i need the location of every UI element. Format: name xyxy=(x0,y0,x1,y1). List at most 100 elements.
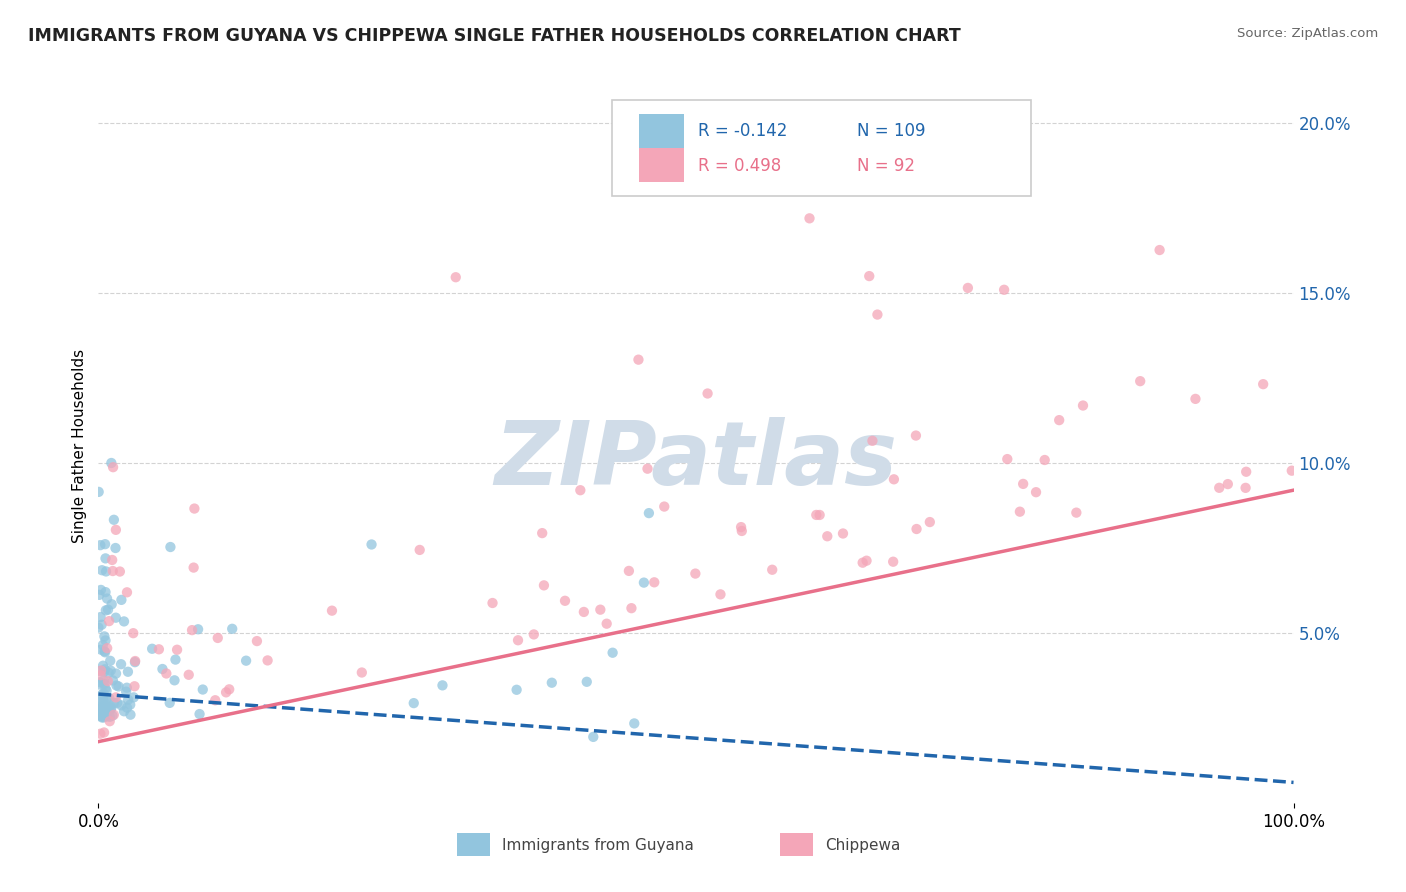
Point xyxy=(91,690,114,705)
Point xyxy=(204,693,226,707)
Point xyxy=(181,623,204,637)
Point xyxy=(617,564,640,578)
Point xyxy=(1008,505,1031,519)
Point xyxy=(866,308,889,322)
Point xyxy=(350,665,373,680)
Point xyxy=(93,644,115,658)
Point xyxy=(89,538,111,552)
Point xyxy=(100,700,122,714)
Point xyxy=(852,556,875,570)
Point xyxy=(100,702,122,716)
Point xyxy=(120,698,142,712)
Point xyxy=(183,501,205,516)
Point xyxy=(96,641,118,656)
Point xyxy=(105,666,128,681)
Point xyxy=(159,540,181,554)
Point xyxy=(1216,477,1239,491)
Point xyxy=(1012,476,1035,491)
Point xyxy=(638,506,661,520)
Point xyxy=(531,526,554,541)
Point xyxy=(505,682,527,697)
Point xyxy=(696,386,718,401)
Point xyxy=(90,617,112,632)
Point xyxy=(117,692,139,706)
Point xyxy=(115,681,138,695)
Point xyxy=(93,686,115,700)
Point xyxy=(90,706,112,721)
Point xyxy=(104,610,127,624)
Point xyxy=(98,703,121,717)
Point xyxy=(94,551,117,566)
Point xyxy=(89,727,111,741)
Point xyxy=(98,710,121,724)
Point xyxy=(93,665,115,679)
Point xyxy=(94,603,117,617)
Point xyxy=(152,662,174,676)
Point xyxy=(730,520,752,534)
Text: Source: ZipAtlas.com: Source: ZipAtlas.com xyxy=(1237,27,1378,40)
Point xyxy=(91,700,114,714)
Point xyxy=(582,730,605,744)
Point xyxy=(94,537,117,551)
Point xyxy=(87,699,110,714)
Point xyxy=(191,682,214,697)
Text: N = 109: N = 109 xyxy=(858,122,925,140)
Point xyxy=(1184,392,1206,406)
Point xyxy=(620,601,643,615)
Point xyxy=(858,269,880,284)
Point xyxy=(905,522,928,536)
Point xyxy=(165,652,187,666)
Point xyxy=(89,588,111,602)
Point xyxy=(94,565,117,579)
Point xyxy=(96,683,118,698)
Point xyxy=(90,610,112,624)
Text: IMMIGRANTS FROM GUYANA VS CHIPPEWA SINGLE FATHER HOUSEHOLDS CORRELATION CHART: IMMIGRANTS FROM GUYANA VS CHIPPEWA SINGL… xyxy=(28,27,960,45)
Point xyxy=(862,434,884,448)
Point xyxy=(91,563,114,577)
Point xyxy=(540,675,562,690)
Point xyxy=(98,691,121,706)
Point xyxy=(918,515,941,529)
Point xyxy=(1047,413,1070,427)
Point xyxy=(115,700,138,714)
Point xyxy=(101,564,124,578)
Point xyxy=(124,654,146,668)
Point xyxy=(177,667,200,681)
Point xyxy=(120,707,142,722)
Point xyxy=(533,578,555,592)
Point xyxy=(100,664,122,678)
Point xyxy=(155,666,177,681)
Point xyxy=(98,714,121,729)
Point xyxy=(90,668,112,682)
Point xyxy=(256,653,278,667)
Point xyxy=(995,452,1018,467)
Point xyxy=(221,622,243,636)
Point xyxy=(91,710,114,724)
Point xyxy=(98,654,121,668)
Point xyxy=(956,281,979,295)
Point xyxy=(89,664,111,678)
Point xyxy=(90,582,112,597)
Point xyxy=(141,641,163,656)
Point xyxy=(685,566,707,581)
Point xyxy=(602,646,624,660)
Point xyxy=(122,626,145,640)
Point xyxy=(627,352,650,367)
Point xyxy=(93,725,115,739)
Point xyxy=(1033,453,1056,467)
Point xyxy=(94,645,117,659)
Point xyxy=(832,526,855,541)
Point xyxy=(110,657,132,672)
Point xyxy=(321,604,343,618)
Point xyxy=(112,704,135,718)
Point xyxy=(105,696,128,710)
Point xyxy=(799,211,821,226)
Point xyxy=(761,563,783,577)
Point xyxy=(101,460,124,475)
Point xyxy=(652,500,675,514)
Point xyxy=(89,702,111,716)
Point xyxy=(1149,243,1171,257)
Point xyxy=(93,710,115,724)
Point xyxy=(90,642,112,657)
Point xyxy=(103,707,125,722)
